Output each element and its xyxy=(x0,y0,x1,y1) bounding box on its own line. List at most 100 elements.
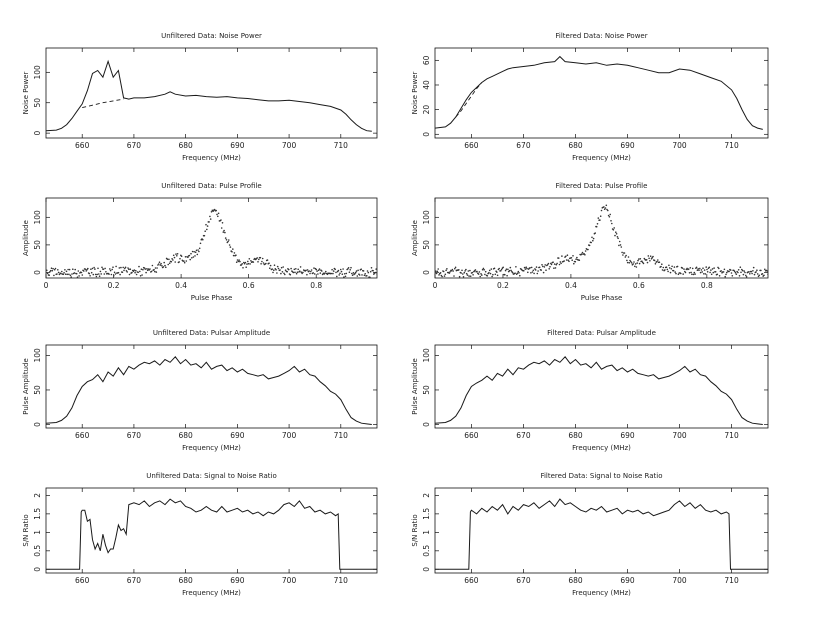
y-tick-label: 0 xyxy=(33,270,42,275)
profile-point xyxy=(126,271,128,273)
profile-point xyxy=(451,268,454,271)
profile-point xyxy=(168,258,170,261)
profile-point xyxy=(634,263,637,265)
y-tick-label: 0 xyxy=(422,132,431,137)
profile-point xyxy=(190,252,192,255)
profile-point xyxy=(369,270,372,273)
profile-point xyxy=(68,273,70,276)
profile-point xyxy=(454,266,457,269)
profile-point xyxy=(330,272,333,275)
profile-point xyxy=(334,268,337,271)
y-axis-label: Pulse Amplitude xyxy=(22,358,30,415)
profile-point xyxy=(737,269,740,271)
x-axis-label: Pulse Phase xyxy=(581,294,623,302)
chart-panel-p5: Unfiltered Data: Pulsar Amplitude 660 670 6… xyxy=(22,329,378,452)
profile-point xyxy=(673,266,676,268)
x-tick-label: 700 xyxy=(672,431,687,440)
profile-point xyxy=(578,259,581,262)
profile-point xyxy=(128,273,131,276)
profile-point xyxy=(232,254,235,257)
profile-point xyxy=(580,253,583,255)
profile-point xyxy=(490,268,493,270)
y-tick-label: 50 xyxy=(33,385,42,395)
profile-point xyxy=(596,223,599,225)
chart-title: Filtered Data: Signal to Noise Ratio xyxy=(540,472,662,480)
profile-point xyxy=(194,255,196,257)
profile-point xyxy=(748,271,750,273)
profile-point xyxy=(262,262,265,264)
profile-point xyxy=(486,275,489,277)
x-tick-label: 660 xyxy=(464,431,479,440)
profile-point xyxy=(227,240,229,243)
profile-point xyxy=(716,273,719,276)
profile-point xyxy=(610,220,612,222)
profile-point xyxy=(702,267,704,270)
profile-point xyxy=(123,269,125,272)
profile-point xyxy=(258,258,260,261)
profile-point xyxy=(86,268,88,271)
profile-point xyxy=(146,268,148,270)
y-axis-label: Noise Power xyxy=(22,71,30,114)
x-tick-label: 0.4 xyxy=(565,281,577,290)
profile-point xyxy=(191,257,193,259)
profile-point xyxy=(642,262,645,265)
profile-point xyxy=(620,246,623,248)
profile-point xyxy=(282,266,285,268)
profile-point xyxy=(508,269,511,272)
chart-panel-p7: Unfiltered Data: Signal to Noise Ratio 66… xyxy=(22,472,378,597)
profile-point xyxy=(324,272,326,274)
profile-point xyxy=(209,218,212,220)
profile-point xyxy=(565,259,568,261)
profile-point xyxy=(104,267,106,270)
profile-point xyxy=(581,251,584,254)
profile-point xyxy=(281,271,284,273)
profile-point xyxy=(767,273,768,275)
profile-point xyxy=(756,273,759,275)
profile-point xyxy=(195,249,198,252)
profile-point xyxy=(295,268,297,270)
x-tick-label: 0.2 xyxy=(108,281,120,290)
profile-point xyxy=(204,230,206,232)
profile-point xyxy=(158,261,161,264)
profile-point xyxy=(656,260,658,263)
profile-point xyxy=(625,254,627,257)
x-tick-label: 0.4 xyxy=(175,281,187,290)
profile-point xyxy=(372,269,374,272)
profile-point xyxy=(660,265,662,268)
profile-point xyxy=(766,270,768,272)
profile-point xyxy=(193,251,195,253)
profile-point xyxy=(92,273,95,276)
profile-point xyxy=(313,267,315,269)
profile-point xyxy=(341,273,344,276)
profile-point xyxy=(703,269,706,271)
profile-point xyxy=(246,263,248,265)
x-tick-label: 710 xyxy=(334,431,349,440)
profile-point xyxy=(115,265,117,268)
y-tick-label: 100 xyxy=(33,210,42,225)
x-tick-label: 0.6 xyxy=(243,281,255,290)
profile-point xyxy=(105,271,107,273)
profile-point xyxy=(621,251,623,254)
plot-frame xyxy=(434,487,769,574)
y-tick-label: 100 xyxy=(33,348,42,363)
profile-point xyxy=(701,271,703,273)
profile-point xyxy=(199,242,202,245)
profile-point xyxy=(626,261,629,264)
profile-point xyxy=(713,267,715,269)
profile-point xyxy=(544,264,546,266)
profile-point xyxy=(336,275,338,278)
profile-point xyxy=(710,269,712,271)
profile-point xyxy=(245,266,247,269)
profile-point xyxy=(630,262,633,264)
profile-point xyxy=(676,265,679,268)
profile-point xyxy=(129,268,132,271)
profile-point xyxy=(157,263,160,265)
x-tick-label: 690 xyxy=(230,576,245,585)
profile-point xyxy=(474,269,477,271)
profile-point xyxy=(724,275,726,278)
profile-point xyxy=(198,250,200,253)
plot-frame xyxy=(45,197,378,279)
profile-point xyxy=(122,266,124,269)
profile-point xyxy=(58,273,61,276)
profile-point xyxy=(477,273,480,275)
